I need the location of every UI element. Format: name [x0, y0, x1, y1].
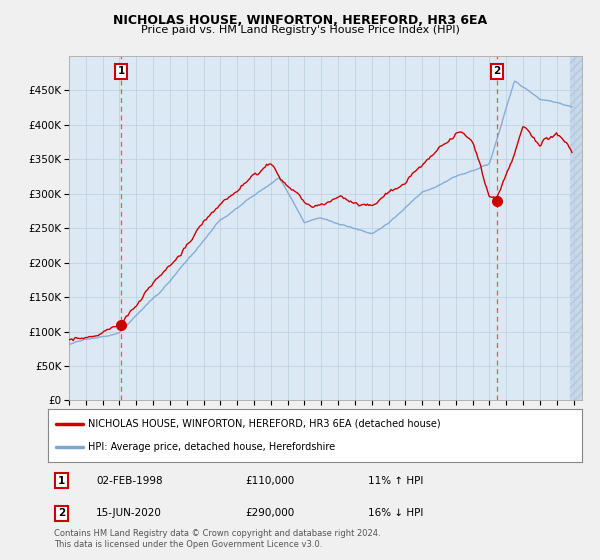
Text: 1: 1: [58, 475, 65, 486]
Text: 11% ↑ HPI: 11% ↑ HPI: [368, 475, 424, 486]
Text: £110,000: £110,000: [245, 475, 295, 486]
Text: NICHOLAS HOUSE, WINFORTON, HEREFORD, HR3 6EA (detached house): NICHOLAS HOUSE, WINFORTON, HEREFORD, HR3…: [88, 419, 440, 429]
Text: 1: 1: [118, 66, 125, 76]
Text: NICHOLAS HOUSE, WINFORTON, HEREFORD, HR3 6EA: NICHOLAS HOUSE, WINFORTON, HEREFORD, HR3…: [113, 14, 487, 27]
Text: HPI: Average price, detached house, Herefordshire: HPI: Average price, detached house, Here…: [88, 442, 335, 452]
Text: £290,000: £290,000: [245, 508, 295, 519]
Text: 02-FEB-1998: 02-FEB-1998: [96, 475, 163, 486]
Text: 16% ↓ HPI: 16% ↓ HPI: [368, 508, 424, 519]
Text: 2: 2: [494, 66, 501, 76]
Text: Price paid vs. HM Land Registry's House Price Index (HPI): Price paid vs. HM Land Registry's House …: [140, 25, 460, 35]
Text: Contains HM Land Registry data © Crown copyright and database right 2024.
This d: Contains HM Land Registry data © Crown c…: [54, 529, 380, 549]
Text: 15-JUN-2020: 15-JUN-2020: [96, 508, 162, 519]
Bar: [570, 42, 582, 400]
Text: 2: 2: [58, 508, 65, 519]
